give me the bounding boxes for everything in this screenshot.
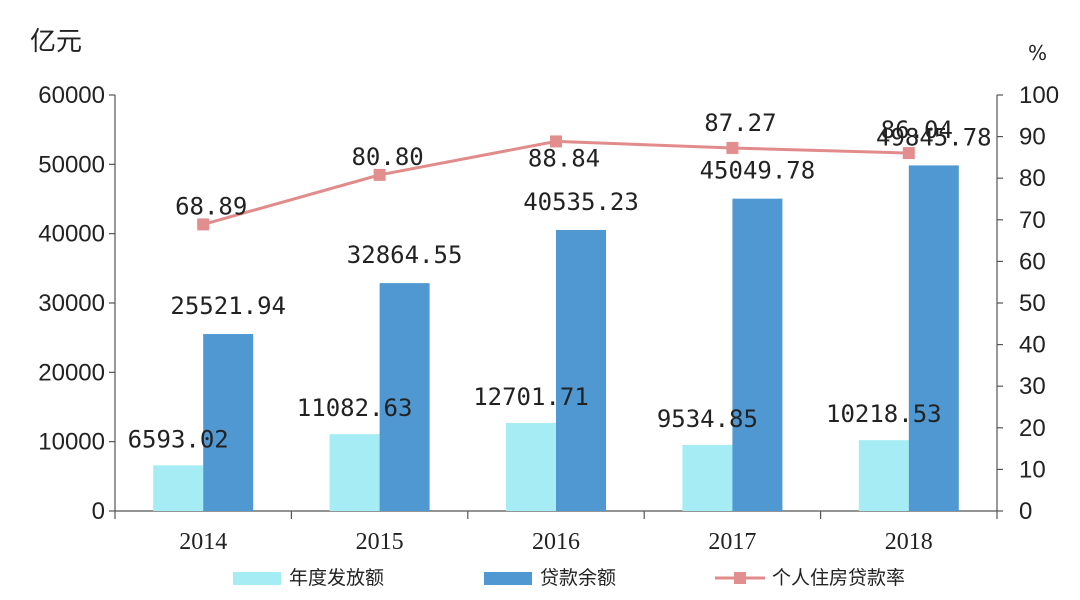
rate-data-label: 86.04 [881,116,953,144]
rate-data-label: 68.89 [175,192,247,220]
loan-balance-bar [732,198,783,512]
x-tick-label: 2017 [708,529,756,555]
rate-data-label: 80.80 [351,143,423,171]
left-axis-unit: 亿元 [30,27,82,57]
left-tick-label: 50000 [38,151,105,178]
right-axis-unit: % [1028,41,1047,65]
left-tick-label: 20000 [38,359,105,386]
x-tick-label: 2014 [179,529,227,555]
left-tick-label: 0 [92,498,105,525]
loan-balance-data-label: 32864.55 [347,241,463,269]
rate-point [726,141,739,154]
annual-issuance-bar [682,444,733,511]
right-tick-label: 50 [1019,290,1046,317]
loan-balance-bar [203,334,254,511]
rate-point [902,147,915,160]
annual-issuance-data-label: 12701.71 [473,383,589,411]
loan-balance-bar [556,229,606,511]
loan-balance-bar [908,165,959,511]
left-tick-label: 30000 [38,290,105,317]
rate-data-label: 88.84 [528,144,600,172]
loan-balance-bar [379,283,430,511]
right-tick-label: 20 [1019,415,1046,442]
loan-balance-data-label: 40535.23 [523,188,639,216]
legend-swatch-annual [233,572,281,585]
x-tick-label: 2016 [532,529,580,555]
annual-issuance-bar [153,465,204,511]
legend: 年度发放额 贷款余额 个人住房贷款率 [233,567,905,589]
left-tick-label: 60000 [38,82,105,109]
legend-swatch-balance [484,572,532,585]
annual-issuance-bar [858,440,909,511]
right-tick-label: 40 [1019,332,1046,359]
legend-swatch-rate-marker [734,572,746,584]
annual-issuance-data-label: 6593.02 [128,425,229,453]
annual-issuance-data-label: 9534.85 [657,405,758,433]
legend-label-balance: 贷款余额 [540,567,616,589]
left-tick-label: 10000 [38,429,105,456]
plot-area: 0 10000 20000 30000 40000 50000 60000 0 10 20 30 40… [38,82,1059,555]
right-tick-label: 10 [1019,456,1046,483]
legend-label-annual: 年度发放额 [289,567,384,589]
annual-issuance-data-label: 10218.53 [826,400,942,428]
x-tick-label: 2015 [356,529,404,555]
rate-data-label: 87.27 [704,109,776,137]
rate-point [373,168,386,181]
legend-label-rate: 个人住房贷款率 [772,567,905,589]
right-tick-label: 0 [1019,498,1032,525]
right-tick-label: 70 [1019,207,1046,234]
loan-balance-data-label: 45049.78 [700,157,816,185]
loan-balance-data-label: 25521.94 [170,292,286,320]
annual-issuance-bar [506,422,556,511]
rate-point [550,135,562,148]
annual-issuance-bar [329,434,380,511]
right-tick-label: 90 [1019,124,1046,151]
right-tick-label: 100 [1019,82,1059,109]
right-tick-label: 80 [1019,165,1046,192]
right-tick-label: 60 [1019,248,1046,275]
left-tick-label: 40000 [38,221,105,248]
rate-point [197,218,210,231]
annual-issuance-data-label: 11082.63 [297,394,413,422]
right-tick-label: 30 [1019,373,1046,400]
x-tick-label: 2018 [885,529,933,555]
loan-balance-data-label: 49845.78 [876,123,992,151]
